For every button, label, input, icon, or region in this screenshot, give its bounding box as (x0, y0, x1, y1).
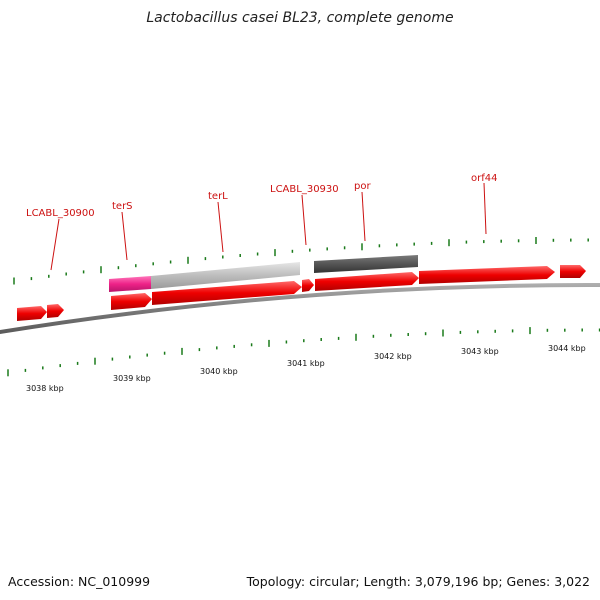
axis-label-3040: 3040 kbp (200, 367, 238, 376)
topology-summary: Topology: circular; Length: 3,079,196 bp… (246, 574, 590, 589)
axis-label-3044: 3044 kbp (548, 344, 586, 353)
cds-arrow[interactable] (302, 279, 314, 292)
axis-label-3039: 3039 kbp (113, 374, 151, 383)
axis-label-3041: 3041 kbp (287, 359, 325, 368)
accession-text: Accession: NC_010999 (8, 574, 151, 589)
gene-label-terl: terL (208, 191, 228, 202)
label-leaders (50, 182, 487, 271)
por-feature[interactable] (314, 255, 418, 273)
gene-label-lcabl-30930: LCABL_30930 (270, 184, 339, 195)
inner-ticks (7, 327, 600, 377)
outer-ticks (13, 237, 589, 285)
axis-label-3043: 3043 kbp (461, 347, 499, 356)
gene-label-por: por (354, 181, 371, 192)
terS-feature[interactable] (109, 276, 151, 292)
axis-label-3038: 3038 kbp (26, 384, 64, 393)
gene-label-orf44: orf44 (471, 173, 497, 184)
map-title: Lactobacillus casei BL23, complete genom… (146, 10, 454, 26)
terL-feature[interactable] (151, 262, 300, 289)
cds-arrow[interactable] (152, 281, 302, 305)
gene-label-ters: terS (112, 201, 133, 212)
genome-backbone (0, 282, 600, 334)
cds-arrow[interactable] (315, 272, 419, 291)
axis-label-3042: 3042 kbp (374, 352, 412, 361)
cds-arrow[interactable] (419, 266, 555, 284)
cds-arrow[interactable] (560, 265, 586, 278)
gene-label-lcabl-30900: LCABL_30900 (26, 208, 95, 219)
cds-arrow[interactable] (17, 306, 47, 321)
cds-arrow[interactable] (111, 293, 152, 310)
cds-arrow[interactable] (47, 304, 64, 318)
